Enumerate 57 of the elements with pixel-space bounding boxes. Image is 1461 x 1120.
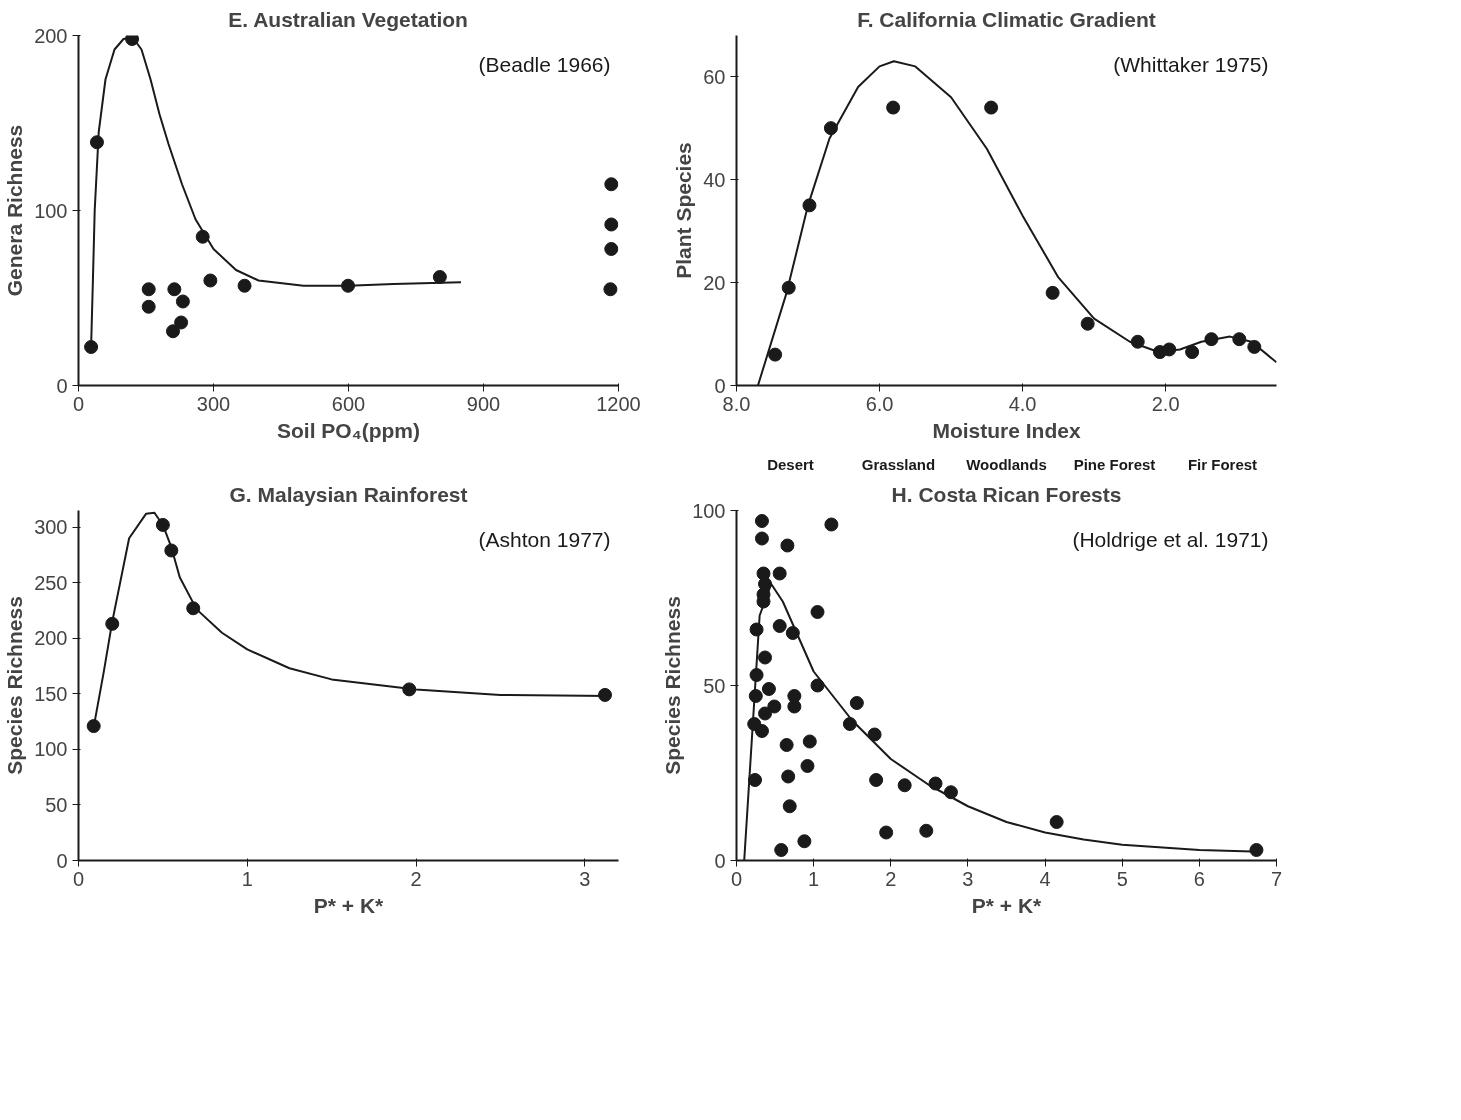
text: Woodlands bbox=[966, 455, 1047, 473]
y-tick-label: 100 bbox=[34, 199, 68, 222]
x-tick-label: 3 bbox=[579, 867, 591, 890]
annotation: (Whittaker 1975) bbox=[1113, 52, 1269, 76]
annotation: (Holdrige et al. 1971) bbox=[1072, 527, 1269, 551]
x-tick-label: 1 bbox=[241, 867, 253, 890]
x-axis-title: Moisture Index bbox=[932, 418, 1081, 442]
y-tick-label: 60 bbox=[703, 65, 726, 88]
annotation: (Ashton 1977) bbox=[478, 527, 611, 551]
chart-title: F. California Climatic Gradient bbox=[857, 7, 1156, 31]
y-axis-title: Species Richness bbox=[3, 596, 27, 775]
y-tick-label: 50 bbox=[45, 793, 68, 816]
x-tick-label: 4 bbox=[1039, 867, 1051, 890]
text: Desert bbox=[767, 455, 814, 473]
x-tick-label: 5 bbox=[1116, 867, 1128, 890]
y-tick-label: 0 bbox=[56, 374, 68, 397]
y-tick-label: 100 bbox=[34, 738, 68, 761]
y-tick-label: 300 bbox=[34, 516, 68, 539]
x-tick-label: 4.0 bbox=[1008, 392, 1037, 415]
x-tick-label: 1 bbox=[808, 867, 820, 890]
y-axis-title: Genera Richness bbox=[3, 124, 27, 297]
y-axis-title: Species Richness bbox=[661, 596, 685, 775]
y-tick-label: 40 bbox=[703, 168, 726, 191]
x-axis-title: P* + K* bbox=[313, 893, 385, 917]
x-tick-label: 600 bbox=[331, 392, 366, 415]
x-tick-label: 2 bbox=[410, 867, 422, 890]
x-tick-label: 6 bbox=[1193, 867, 1205, 890]
x-tick-label: 300 bbox=[196, 392, 231, 415]
y-tick-label: 0 bbox=[714, 849, 726, 872]
y-axis-title: Plant Species bbox=[672, 142, 696, 279]
x-tick-label: 900 bbox=[466, 392, 501, 415]
y-tick-label: 20 bbox=[703, 271, 726, 294]
x-axis-title: Soil PO₄(ppm) bbox=[277, 418, 421, 442]
chart-title: E. Australian Vegetation bbox=[228, 7, 468, 31]
x-tick-label: 2 bbox=[885, 867, 897, 890]
x-tick-label: 0 bbox=[72, 867, 85, 890]
x-tick-label: 0 bbox=[730, 867, 743, 890]
y-tick-label: 150 bbox=[34, 682, 68, 705]
chart-title: G. Malaysian Rainforest bbox=[229, 482, 468, 506]
chart-title: H. Costa Rican Forests bbox=[891, 482, 1122, 506]
x-tick-label: 7 bbox=[1270, 867, 1283, 890]
text: Grassland bbox=[861, 455, 936, 473]
y-tick-label: 200 bbox=[34, 24, 68, 47]
text: Pine Forest bbox=[1073, 455, 1156, 473]
y-tick-label: 100 bbox=[692, 499, 726, 522]
x-tick-label: 1200 bbox=[596, 392, 641, 415]
x-tick-label: 3 bbox=[962, 867, 974, 890]
x-tick-label: 0 bbox=[72, 392, 85, 415]
y-tick-label: 50 bbox=[703, 674, 726, 697]
x-tick-label: 2.0 bbox=[1151, 392, 1180, 415]
y-tick-label: 0 bbox=[56, 849, 68, 872]
y-tick-label: 250 bbox=[34, 571, 68, 594]
x-axis-title: P* + K* bbox=[971, 893, 1043, 917]
y-tick-label: 200 bbox=[34, 627, 68, 650]
x-tick-label: 6.0 bbox=[865, 392, 894, 415]
annotation: (Beadle 1966) bbox=[478, 52, 611, 76]
text: Fir Forest bbox=[1187, 455, 1258, 473]
